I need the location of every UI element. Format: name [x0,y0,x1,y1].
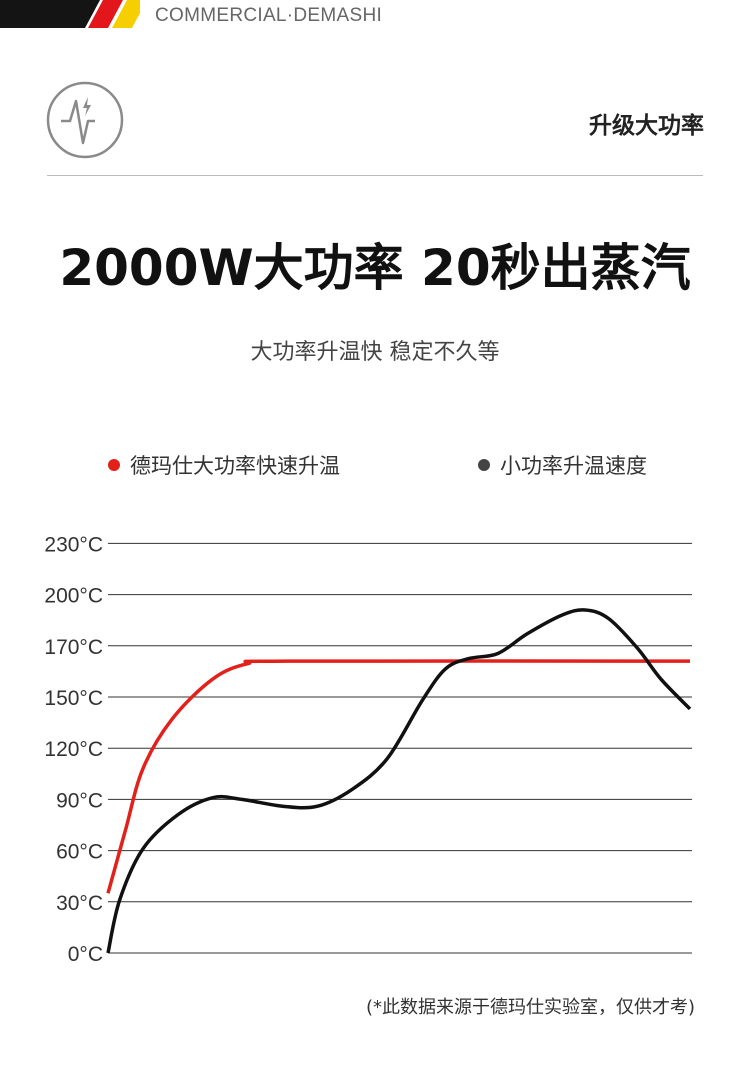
headline: 2000W大功率 20秒出蒸汽 [59,239,691,297]
divider [47,175,703,176]
legend-label: 德玛仕大功率快速升温 [130,454,340,478]
legend-dot-red [108,459,120,471]
red-stripe [88,0,123,28]
power-pulse-icon [46,81,124,159]
series-line-high-power [106,659,691,894]
y-tick-label: 120°C [44,738,103,761]
legend-dot-dark [478,459,490,471]
y-tick-label: 150°C [44,687,103,710]
brand-name: COMMERCIAL·DEMASHI [155,5,383,26]
y-tick-label: 90°C [56,789,103,812]
legend-label: 小功率升温速度 [500,454,647,478]
footnote: (*此数据来源于德玛仕实验室，仅供才考) [365,997,695,1018]
subheadline: 大功率升温快 稳定不久等 [250,340,500,365]
section-title: 升级大功率 [589,113,704,139]
y-tick-label: 200°C [44,585,103,608]
y-tick-label: 30°C [56,892,103,915]
legend-item-low-power: 小功率升温速度 [478,450,647,480]
y-tick-label: 230°C [44,533,103,556]
y-tick-label: 60°C [56,841,103,864]
y-tick-label: 170°C [44,636,103,659]
legend-item-high-power: 德玛仕大功率快速升温 [108,450,340,480]
brand-stripes [0,0,140,28]
temperature-chart: 0°C 30°C 60°C 90°C 120°C 150°C 170°C 200°C 230°C [44,533,692,966]
yellow-stripe [112,0,140,28]
y-tick-label: 0°C [68,943,103,966]
black-stripe [0,0,100,28]
series-line-low-power [106,608,692,954]
